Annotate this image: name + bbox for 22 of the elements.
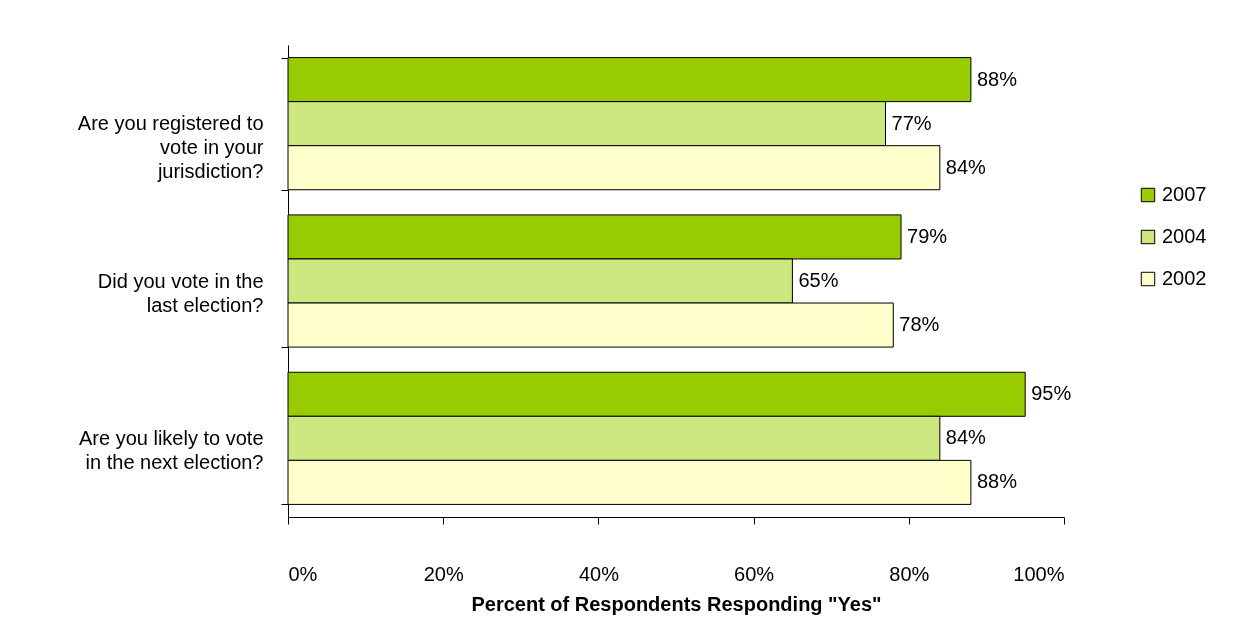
legend-label: 2007 — [1162, 183, 1207, 205]
x-axis-title: Percent of Respondents Responding "Yes" — [471, 592, 882, 615]
data-label: 88% — [976, 470, 1018, 493]
x-tick-label: 100% — [1013, 562, 1065, 585]
data-label: 84% — [945, 426, 987, 449]
x-tick-label: 20% — [423, 562, 464, 585]
y-tick-label: Are you registered to vote in your jurisdiction? — [77, 112, 264, 183]
data-label: 88% — [976, 67, 1018, 90]
legend-label: 2002 — [1162, 267, 1207, 289]
x-tick-label: 0% — [288, 562, 318, 585]
data-label: 77% — [891, 111, 932, 134]
data-label: 79% — [907, 224, 948, 247]
data-label: 78% — [899, 313, 940, 336]
y-tick-label: Did you vote in the last election? — [97, 269, 264, 316]
x-tick-label: 60% — [734, 562, 775, 585]
data-label: 95% — [1031, 382, 1072, 405]
x-tick-label: 40% — [578, 562, 620, 585]
data-label: 84% — [945, 155, 987, 178]
legend-label: 2004 — [1162, 225, 1207, 247]
x-tick-label: 80% — [889, 562, 930, 585]
y-tick-label: Are you likely to vote in the next election? — [78, 426, 264, 473]
data-label: 65% — [798, 269, 839, 291]
